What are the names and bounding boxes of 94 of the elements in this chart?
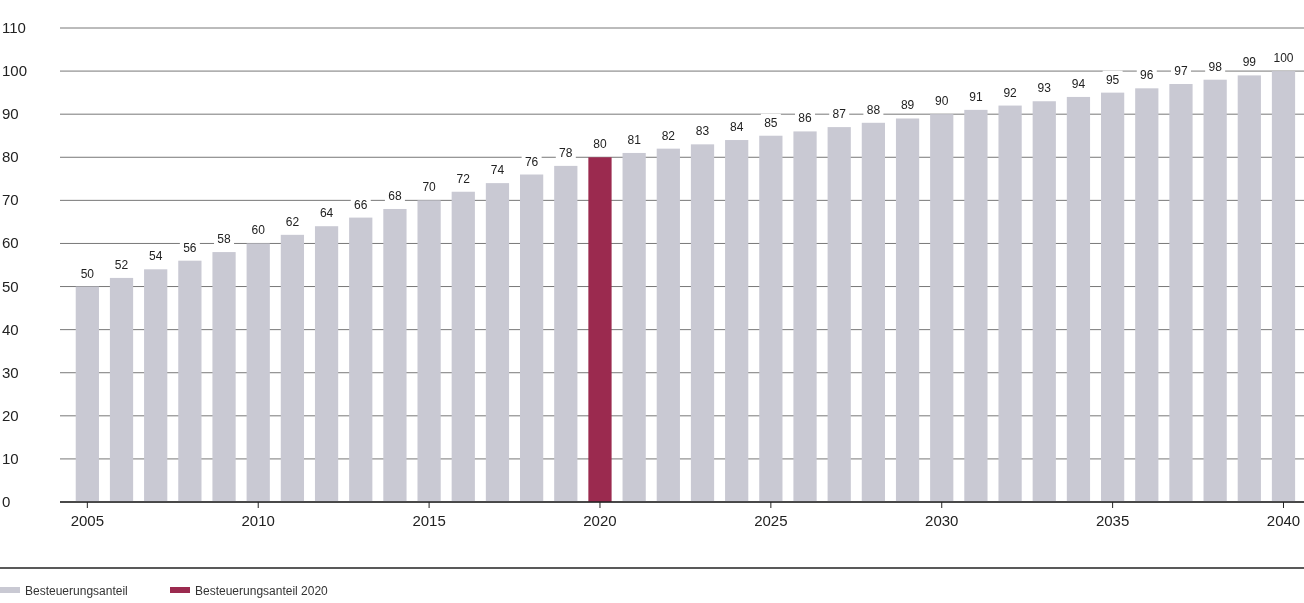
bar: [75, 286, 99, 502]
bar: [964, 109, 988, 502]
y-tick-label: 30: [2, 363, 19, 381]
bar: [1032, 101, 1056, 502]
data-label: 87: [832, 107, 847, 122]
data-label: 50: [80, 266, 95, 281]
y-tick-label: 10: [2, 449, 19, 467]
data-label: 81: [627, 132, 642, 147]
bar: [212, 252, 236, 502]
data-label: 66: [354, 197, 368, 212]
bar: [1271, 71, 1296, 502]
y-tick-label: 0: [2, 493, 11, 510]
bar: [417, 200, 441, 502]
y-tick-label: 110: [2, 19, 26, 36]
x-tick-label: 2030: [925, 512, 959, 529]
bar: [485, 183, 510, 502]
data-label: 93: [1037, 81, 1052, 96]
x-tick-label: 2010: [241, 512, 275, 529]
data-label: 52: [114, 257, 129, 272]
bar: [759, 135, 783, 502]
bar: [109, 277, 134, 502]
data-label: 62: [285, 214, 300, 229]
bar: [349, 217, 373, 502]
bar: [622, 152, 646, 502]
bar: [246, 243, 270, 502]
data-label: 72: [456, 171, 471, 186]
bar: [725, 140, 749, 502]
data-label: 98: [1208, 59, 1223, 74]
bar: [1101, 92, 1125, 502]
x-tick-label: 2005: [70, 512, 105, 529]
data-label: 85: [764, 115, 778, 130]
x-tick-label: 2035: [1095, 512, 1130, 529]
bar: [793, 131, 817, 502]
bar: [588, 157, 612, 502]
data-label: 83: [695, 124, 710, 139]
data-label: 76: [524, 154, 539, 169]
bar: [1237, 75, 1261, 502]
legend-label: Besteuerungsanteil 2020: [195, 584, 329, 598]
y-tick-label: 50: [2, 277, 19, 295]
data-label: 91: [969, 89, 983, 104]
bar: [827, 127, 851, 502]
y-tick-label: 60: [2, 234, 19, 252]
data-label: 88: [866, 102, 881, 117]
bar: [656, 148, 680, 502]
bar: [178, 260, 202, 502]
data-label: 54: [149, 249, 163, 264]
data-label: 78: [559, 145, 573, 160]
x-tick-label: 2025: [754, 512, 788, 529]
y-tick-label: 70: [2, 191, 19, 209]
data-label: 64: [319, 206, 334, 221]
data-label: 90: [935, 94, 949, 109]
y-tick-label: 100: [2, 62, 28, 80]
data-label: 80: [593, 137, 607, 152]
bar: [895, 118, 920, 502]
x-tick-label: 2040: [1266, 512, 1301, 529]
data-label: 74: [490, 163, 505, 178]
data-label: 70: [422, 180, 437, 195]
data-label: 60: [251, 223, 266, 238]
data-label: 82: [661, 128, 676, 143]
data-label: 97: [1174, 64, 1188, 79]
y-tick-label: 20: [2, 406, 19, 424]
x-tick-label: 2015: [412, 512, 446, 529]
data-label: 92: [1003, 85, 1018, 100]
x-tick-label: 2020: [583, 512, 617, 529]
data-label: 96: [1140, 68, 1154, 83]
bar: [554, 165, 578, 502]
bar: [451, 191, 475, 502]
bar: [690, 144, 715, 502]
y-tick-label: 80: [2, 148, 19, 166]
data-label: 68: [388, 188, 402, 203]
bar: [520, 174, 544, 502]
bar: [998, 105, 1022, 502]
bar: [280, 234, 305, 502]
bar: [930, 114, 954, 502]
bar: [383, 208, 407, 502]
bar: [1066, 96, 1091, 502]
data-label: 58: [217, 232, 232, 247]
data-label: 94: [1071, 76, 1086, 91]
bar: [1135, 88, 1159, 502]
data-label: 99: [1242, 55, 1257, 70]
data-label: 95: [1105, 72, 1120, 87]
data-label: 84: [730, 120, 744, 135]
bar: [861, 122, 885, 502]
bar: [1203, 79, 1227, 502]
y-tick-label: 90: [2, 105, 19, 123]
bar: [1169, 84, 1193, 502]
legend-label: Besteuerungsanteil: [25, 584, 128, 598]
data-label: 56: [183, 240, 197, 255]
y-tick-label: 40: [2, 320, 19, 338]
data-label: 89: [900, 98, 915, 113]
data-label: 100: [1273, 51, 1294, 66]
data-label: 86: [798, 111, 813, 126]
bar: [314, 226, 339, 502]
bar: [144, 269, 168, 502]
